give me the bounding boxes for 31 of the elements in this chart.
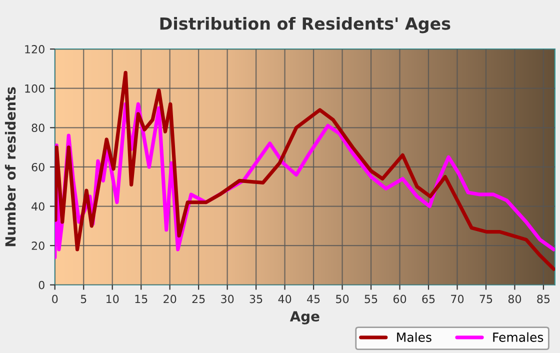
y-tick-label: 60 — [32, 162, 44, 172]
x-tick-label: 10 — [106, 294, 119, 304]
x-tick-label: 15 — [135, 294, 148, 304]
legend-label: Males — [397, 332, 432, 342]
chart-title: Distribution of Residents' Ages — [160, 16, 450, 34]
x-tick-label: 50 — [336, 294, 349, 304]
y-tick-label: 100 — [25, 84, 44, 93]
x-tick-label: 60 — [393, 294, 406, 304]
x-tick-label: 75 — [480, 294, 492, 304]
x-tick-label: 5 — [80, 294, 86, 304]
x-tick-label: 30 — [221, 294, 234, 304]
x-tick-label: 20 — [164, 294, 176, 304]
x-tick-label: 55 — [364, 294, 378, 304]
x-tick-label: 80 — [508, 294, 522, 304]
y-tick-label: 80 — [32, 124, 44, 132]
line-series — [54, 70, 555, 271]
x-tick-label: 40 — [278, 294, 292, 304]
x-tick-label: 25 — [192, 294, 205, 304]
x-tick-label: 35 — [250, 294, 262, 304]
x-axis-title: Age — [290, 311, 320, 324]
y-tick-label: 40 — [32, 202, 44, 211]
x-tick-label: 70 — [451, 294, 464, 304]
y-tick-label: 0 — [38, 280, 44, 290]
x-tick-label: 45 — [307, 294, 320, 304]
x-tick-label: 65 — [422, 294, 435, 304]
y-axis-title: Number of residents — [4, 87, 16, 246]
x-tick-label: 85 — [537, 294, 550, 304]
legend-label: Females — [493, 332, 544, 342]
y-tick-label: 120 — [25, 45, 44, 54]
y-tick-label: 20 — [32, 242, 44, 250]
x-tick-label: 0 — [52, 294, 58, 304]
